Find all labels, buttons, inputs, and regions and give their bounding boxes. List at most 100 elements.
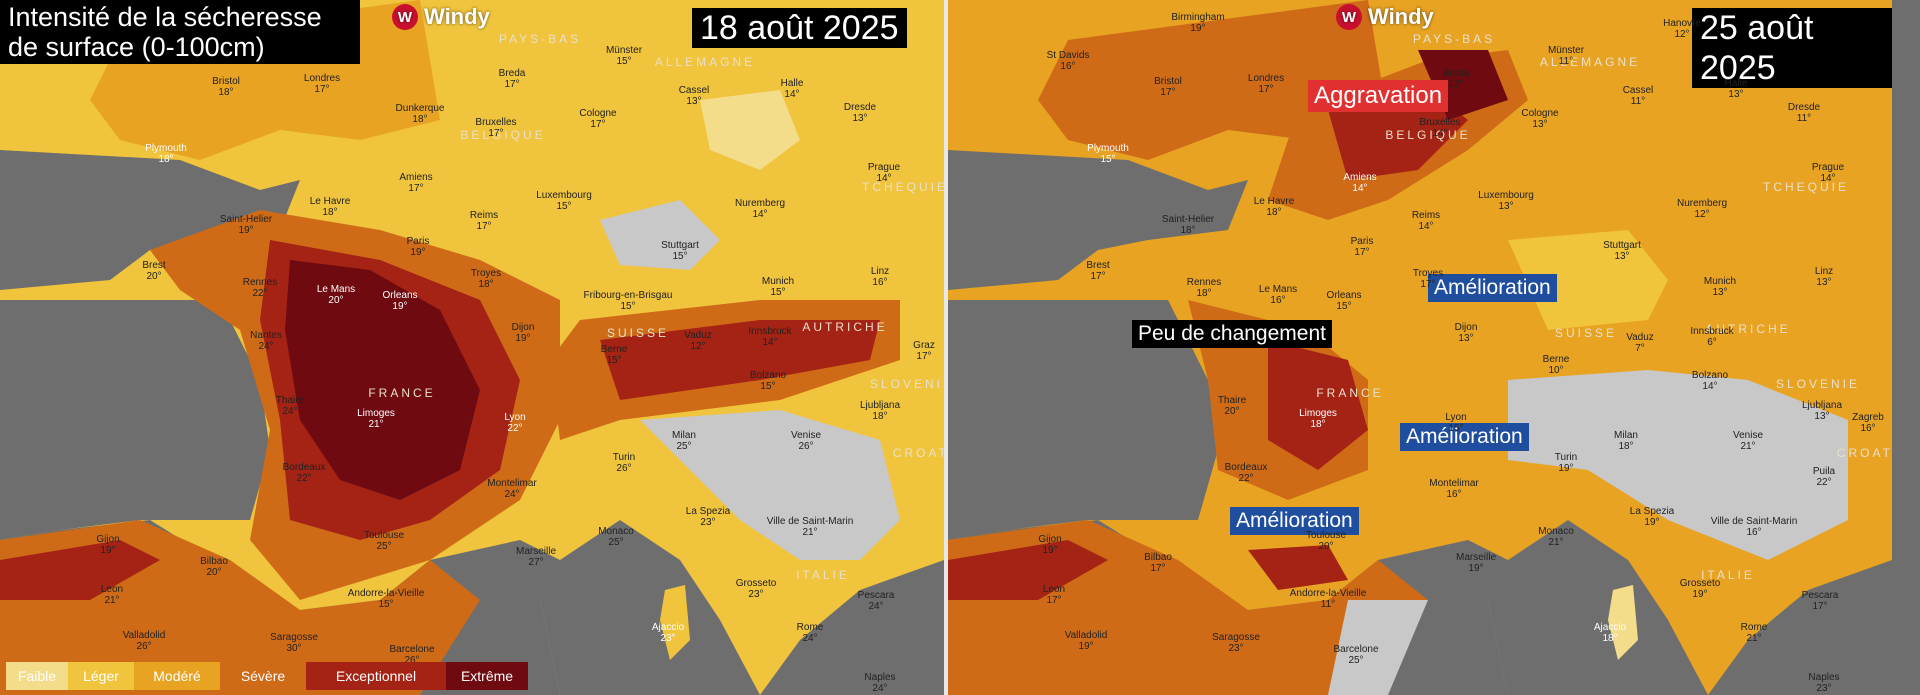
annotation-amelioration: Amélioration — [1400, 423, 1529, 451]
city-label: Pescara 24° — [857, 590, 895, 612]
city-label: Munich 15° — [761, 276, 795, 298]
legend-item-exceptionnel: Exceptionnel — [306, 662, 446, 690]
map-title: Intensité de la sécheresse de surface (0… — [0, 0, 360, 64]
map-panel-right[interactable]: W Windy 25 août 2025 Aggravation Amélior… — [948, 0, 1892, 695]
city-label: Ajaccio 18° — [1593, 622, 1627, 644]
city-label: Nuremberg 12° — [1676, 198, 1728, 220]
city-label: Naples 24° — [864, 672, 896, 694]
city-label: Lyon 15° — [1445, 412, 1467, 434]
country-label: PAYS-BAS — [498, 32, 582, 46]
city-label: Saint-Helier 19° — [219, 214, 273, 236]
city-label: Londres 17° — [303, 73, 341, 95]
windy-label: Windy — [424, 4, 490, 29]
drought-map-left[interactable] — [0, 0, 944, 695]
city-label: Nantes 24° — [250, 330, 282, 352]
legend-item-severe: Sévère — [220, 662, 306, 690]
city-label: St Davids 16° — [1046, 50, 1090, 72]
city-label: Bruxelles 14° — [1419, 117, 1461, 139]
city-label: Luxembourg 15° — [536, 190, 592, 212]
city-label: Paris 17° — [1350, 236, 1374, 258]
city-label: Amiens 14° — [1343, 172, 1377, 194]
legend-item-extreme: Extrême — [446, 662, 528, 690]
city-label: Limoges 18° — [1299, 408, 1337, 430]
city-label: Bordeaux 22° — [282, 462, 326, 484]
city-label: Gijon 19° — [96, 534, 120, 556]
city-label: Grosseto 23° — [735, 578, 777, 600]
city-label: Turin 19° — [1554, 452, 1578, 474]
city-label: Venise 26° — [790, 430, 822, 452]
city-label: Pescara 17° — [1801, 590, 1839, 612]
city-label: Troyes 17° — [1412, 268, 1444, 290]
city-label: Cassel 11° — [1622, 85, 1654, 107]
city-label: Saragosse 30° — [270, 632, 318, 654]
city-label: Naples 23° — [1808, 672, 1840, 694]
map-date-left: 18 août 2025 — [692, 8, 907, 48]
city-label: Innsbruck 6° — [1690, 326, 1734, 348]
city-label: Leon 17° — [1042, 584, 1066, 606]
map-date-right: 25 août 2025 — [1692, 8, 1892, 88]
city-label: Berne 15° — [600, 344, 628, 366]
city-label: Bilbao 17° — [1144, 552, 1172, 574]
city-label: Le Mans 20° — [316, 284, 356, 306]
country-label: ITALIE — [796, 568, 850, 582]
city-label: Barcelone 25° — [1333, 644, 1379, 666]
country-label: ITALIE — [1701, 568, 1755, 582]
map-panel-left[interactable]: Intensité de la sécheresse de surface (0… — [0, 0, 944, 695]
drought-map-right[interactable] — [948, 0, 1892, 695]
city-label: Orleans 19° — [382, 290, 418, 312]
city-label: La Spezia 19° — [1629, 506, 1675, 528]
city-label: Dijon 19° — [511, 322, 535, 344]
city-label: Amiens 17° — [399, 172, 433, 194]
country-label: ALLEMAGNE — [1539, 55, 1641, 69]
country-label: PAYS-BAS — [1412, 32, 1496, 46]
city-label: Monaco 25° — [598, 526, 634, 548]
country-label: AUTRICHE — [1705, 322, 1791, 336]
city-label: Graz 17° — [913, 340, 935, 362]
country-label: CROATI — [1836, 446, 1892, 460]
city-label: Cassel 13° — [678, 85, 710, 107]
city-label: Dijon 13° — [1454, 322, 1478, 344]
windy-branding[interactable]: W Windy — [392, 4, 490, 30]
city-label: Marseille 27° — [515, 546, 557, 568]
city-label: Vaduz 7° — [1626, 332, 1654, 354]
city-label: Bilbao 20° — [200, 556, 228, 578]
city-label: Orleans 15° — [1326, 290, 1362, 312]
legend-item-faible: Faible — [6, 662, 68, 690]
city-label: Saint-Helier 18° — [1161, 214, 1215, 236]
city-label: Le Havre 18° — [309, 196, 351, 218]
city-label: Innsbruck 14° — [748, 326, 792, 348]
country-label: SUISSE — [1554, 326, 1618, 340]
city-label: Breda 17° — [498, 68, 526, 90]
city-label: Munich 13° — [1703, 276, 1737, 298]
city-label: Valladolid 19° — [1064, 630, 1108, 652]
city-label: Prague 14° — [867, 162, 901, 184]
city-label: Fribourg-en-Brisgau 15° — [583, 290, 673, 312]
country-label: SLOVENIE — [869, 377, 944, 391]
city-label: Ljubljana 13° — [1801, 400, 1843, 422]
city-label: Rome 21° — [1740, 622, 1768, 644]
annotation-amelioration: Amélioration — [1428, 274, 1557, 302]
city-label: Marseille 19° — [1455, 552, 1497, 574]
windy-branding[interactable]: W Windy — [1336, 4, 1434, 30]
city-label: Plymouth 18° — [145, 143, 187, 165]
city-label: Dresde 13° — [843, 102, 877, 124]
country-label: ALLEMAGNE — [654, 55, 756, 69]
city-label: Gijon 19° — [1038, 534, 1062, 556]
city-label: Cologne 17° — [579, 108, 617, 130]
city-label: Rennes 18° — [1186, 277, 1222, 299]
city-label: Bolzano 14° — [1691, 370, 1729, 392]
city-label: Ajaccio 23° — [651, 622, 685, 644]
country-label: SUISSE — [606, 326, 670, 340]
city-label: Saragosse 23° — [1212, 632, 1260, 654]
city-label: Luxembourg 13° — [1478, 190, 1534, 212]
city-label: Valladolid 26° — [122, 630, 166, 652]
city-label: Brest 17° — [1086, 260, 1110, 282]
city-label: Halle 14° — [780, 78, 804, 100]
city-label: Ljubljana 18° — [859, 400, 901, 422]
annotation-amelioration: Amélioration — [1230, 507, 1359, 535]
city-label: Rennes 22° — [242, 277, 278, 299]
annotation-peu-de-changement: Peu de changement — [1132, 320, 1332, 348]
city-label: Puila 22° — [1812, 466, 1836, 488]
annotation-aggravation: Aggravation — [1308, 80, 1449, 112]
country-label: CROATI — [892, 446, 944, 460]
